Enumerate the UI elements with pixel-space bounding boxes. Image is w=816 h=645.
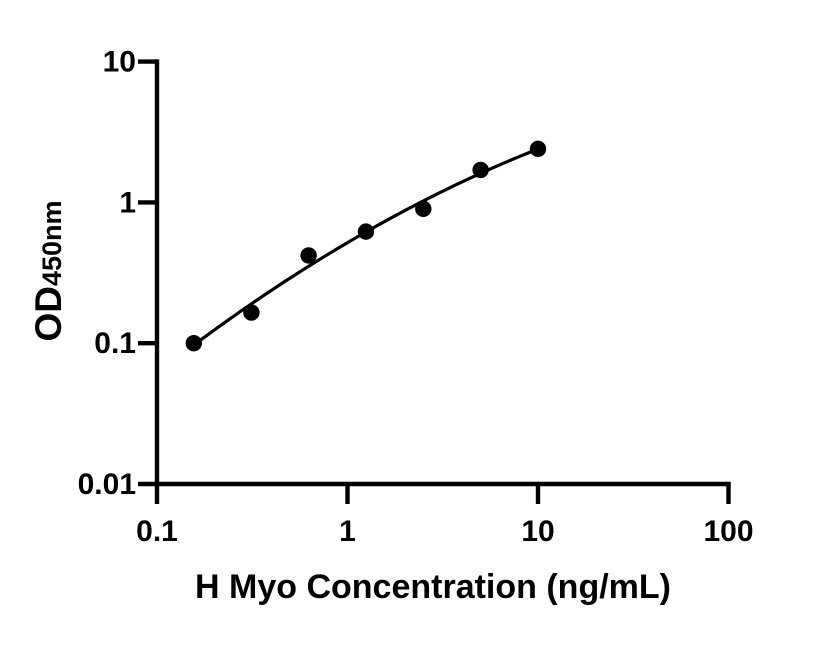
y-axis-title: OD450nm: [28, 200, 69, 341]
data-point: [243, 304, 260, 321]
data-point: [185, 335, 202, 352]
data-point: [472, 161, 489, 179]
axes: [154, 59, 731, 487]
data-point: [300, 247, 317, 264]
y-tick-label: 0.1: [94, 327, 136, 360]
data-point: [415, 200, 432, 218]
y-axis-title-subscript: 450nm: [37, 200, 67, 286]
y-tick-label: 10: [103, 46, 136, 79]
y-tick-label: 0.01: [78, 468, 136, 501]
x-tick-label: 1: [339, 515, 356, 548]
data-points: [185, 140, 547, 352]
x-tick-label: 0.1: [136, 515, 178, 548]
y-axis-title-main: OD: [28, 286, 69, 342]
data-point: [529, 140, 547, 158]
tick-marks: [138, 59, 731, 504]
data-point: [357, 223, 375, 240]
y-tick-label: 1: [119, 186, 136, 219]
x-tick-label: 10: [521, 515, 554, 548]
x-tick-label: 100: [703, 515, 753, 548]
x-axis-title: H Myo Concentration (ng/mL): [195, 568, 671, 606]
